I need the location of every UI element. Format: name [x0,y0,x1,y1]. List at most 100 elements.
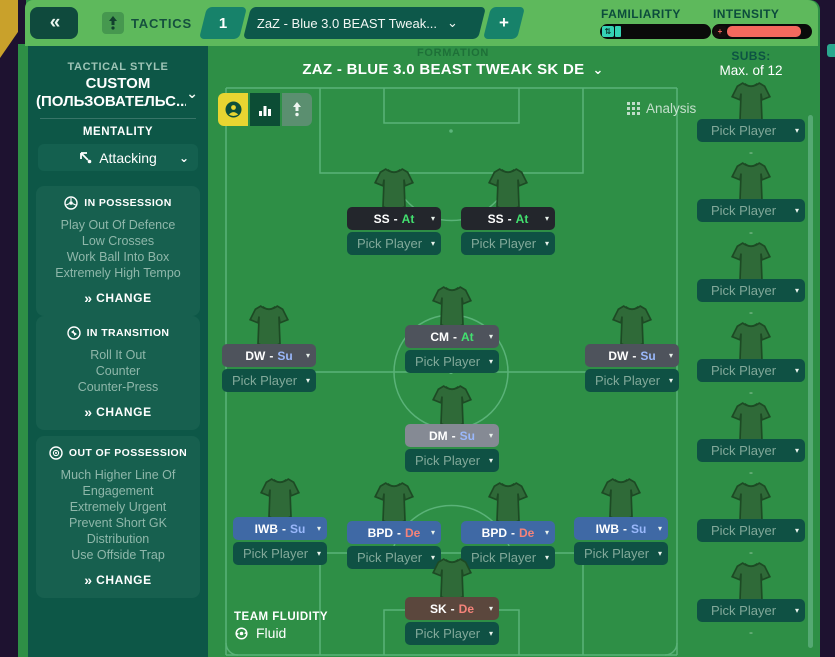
pick-player-dropdown[interactable]: Pick Player ▾ [405,350,499,373]
instruction: Prevent Short GK Distribution [69,516,167,546]
chevron-down-icon: ▾ [488,357,493,366]
chevron-down-icon: ▾ [794,526,799,535]
role-dropdown[interactable]: SS - At ▾ [461,207,555,230]
tactics-title-group: TACTICS [102,12,192,34]
pick-player-dropdown[interactable]: Pick Player ▾ [574,542,668,565]
pitch-view-toolbar [218,93,312,126]
familiarity-icon: ⇅ [602,26,614,37]
sub-empty-indicator: - [749,145,753,159]
role-dropdown[interactable]: IWB - Su ▾ [574,517,668,540]
change-out-of-possession-button[interactable]: » CHANGE [84,572,152,588]
pick-player-dropdown[interactable]: Pick Player ▾ [461,232,555,255]
tactical-style-label: TACTICAL STYLE [67,61,169,73]
shirt-icon [248,304,290,348]
subs-scrollbar[interactable] [808,115,813,648]
pick-player-dropdown[interactable]: Pick Player ▾ [697,359,805,382]
role-dropdown[interactable]: BPD - De ▾ [347,521,441,544]
mentality-dropdown[interactable]: Attacking ⌄ [38,144,198,171]
pick-player-dropdown[interactable]: Pick Player ▾ [405,622,499,645]
role-dropdown[interactable]: IWB - Su ▾ [233,517,327,540]
pick-player-dropdown[interactable]: Pick Player ▾ [405,449,499,472]
position-slot-bpd-left: BPD - De ▾ Pick Player ▾ [347,521,441,569]
sub-empty-indicator: - [749,465,753,479]
chevron-down-icon: ▾ [668,376,673,385]
collapse-sidebar-button[interactable]: « [30,7,78,39]
plus-icon: + [499,13,509,32]
pick-player-dropdown[interactable]: Pick Player ▾ [697,439,805,462]
team-fluidity-label: TEAM FLUIDITY [234,611,329,623]
change-in-possession-button[interactable]: » CHANGE [84,290,152,306]
sub-empty-indicator: - [749,305,753,319]
shirt-icon [373,167,415,211]
pick-player-dropdown[interactable]: Pick Player ▾ [347,232,441,255]
role-dropdown[interactable]: SS - At ▾ [347,207,441,230]
pick-player-dropdown[interactable]: Pick Player ▾ [697,199,805,222]
stats-view-button[interactable] [250,93,280,126]
top-bar: « TACTICS 1 ZaZ - Blue 3.0 BEAST Tweak..… [25,0,818,46]
chevron-down-icon: ▾ [488,604,493,613]
fluidity-icon [235,627,248,639]
instruction: Work Ball Into Box [66,250,170,264]
tactic-slot-tab[interactable]: 1 [199,7,247,39]
shirt-icon [487,167,529,211]
mentality-value: Attacking [99,149,157,166]
role-dropdown[interactable]: DW - Su ▾ [585,344,679,367]
duty-label: At [461,329,474,344]
pick-player-dropdown[interactable]: Pick Player ▾ [697,599,805,622]
duty-label: Su [289,521,306,536]
in-possession-card: IN POSSESSION Play Out Of Defence Low Cr… [36,186,200,316]
defending-ball-icon [49,446,63,460]
position-slot-iwb-left: IWB - Su ▾ Pick Player ▾ [233,517,327,565]
chevron-down-icon: ▾ [794,366,799,375]
team-fluidity-value: Fluid [234,625,286,641]
instruction: Extremely Urgent [69,500,167,514]
tactical-style-value2: (ПОЛЬЗОВАТЕЛЬС... [36,93,186,110]
position-slot-dw-right: DW - Su ▾ Pick Player ▾ [585,344,679,392]
tactic-view-button[interactable] [282,93,312,126]
analysis-button[interactable]: Analysis [627,101,696,116]
position-slot-dm: DM - Su ▾ Pick Player ▾ [405,424,499,472]
duty-label: Su [640,348,656,363]
pick-player-dropdown[interactable]: Pick Player ▾ [697,119,805,142]
pick-player-dropdown[interactable]: Pick Player ▾ [461,546,555,569]
duty-label: At [515,211,529,226]
position-slot-dw-left: DW - Su ▾ Pick Player ▾ [222,344,316,392]
change-in-transition-button[interactable]: » CHANGE [84,404,152,420]
tactic-name-dropdown[interactable]: ZaZ - Blue 3.0 BEAST Tweak... ⌄ [243,7,486,39]
formation-label: FORMATION [416,47,490,59]
chevron-down-icon: ▾ [430,528,435,537]
role-dropdown[interactable]: DW - Su ▾ [222,344,316,367]
chevron-down-icon[interactable]: ⌄ [186,86,198,102]
instruction: Counter [95,364,141,378]
role-dropdown[interactable]: DM - Su ▾ [405,424,499,447]
role-dropdown[interactable]: BPD - De ▾ [461,521,555,544]
tactic-name: ZaZ - Blue 3.0 BEAST Tweak... [257,15,438,31]
tactic-sidebar: TACTICAL STYLE CUSTOM (ПОЛЬЗОВАТЕЛЬС... … [28,46,208,657]
add-tactic-button[interactable]: + [483,7,525,39]
transition-icon [66,326,81,340]
duty-label: De [405,525,421,540]
pick-player-dropdown[interactable]: Pick Player ▾ [697,279,805,302]
pick-player-dropdown[interactable]: Pick Player ▾ [222,369,316,392]
grid-icon [627,102,640,115]
role-dropdown[interactable]: CM - At ▾ [405,325,499,348]
pick-player-dropdown[interactable]: Pick Player ▾ [585,369,679,392]
page-title: TACTICS [131,15,192,31]
tactic-tabs: 1 ZaZ - Blue 3.0 BEAST Tweak... ⌄ + [199,7,525,39]
familiarity-meter: ⇅ [600,24,711,39]
pick-player-dropdown[interactable]: Pick Player ▾ [347,546,441,569]
chevron-down-icon: ▾ [657,524,662,533]
formation-name-dropdown[interactable]: ZAZ - BLUE 3.0 BEAST TWEAK SK DE ⌄ [302,61,604,78]
pick-player-dropdown[interactable]: Pick Player ▾ [233,542,327,565]
double-chevron-icon: » [84,572,92,588]
subs-max-label: Max. of 12 [719,63,783,78]
role-dropdown[interactable]: SK - De ▾ [405,597,499,620]
position-slot-iwb-right: IWB - Su ▾ Pick Player ▾ [574,517,668,565]
instruction: Low Crosses [81,234,155,248]
players-view-button[interactable] [218,93,248,126]
pick-player-dropdown[interactable]: Pick Player ▾ [697,519,805,542]
shirt-icon [600,477,642,521]
intensity-fill [727,26,801,37]
familiarity-label: FAMILIARITY [601,7,681,21]
instruction: Counter-Press [77,380,159,394]
